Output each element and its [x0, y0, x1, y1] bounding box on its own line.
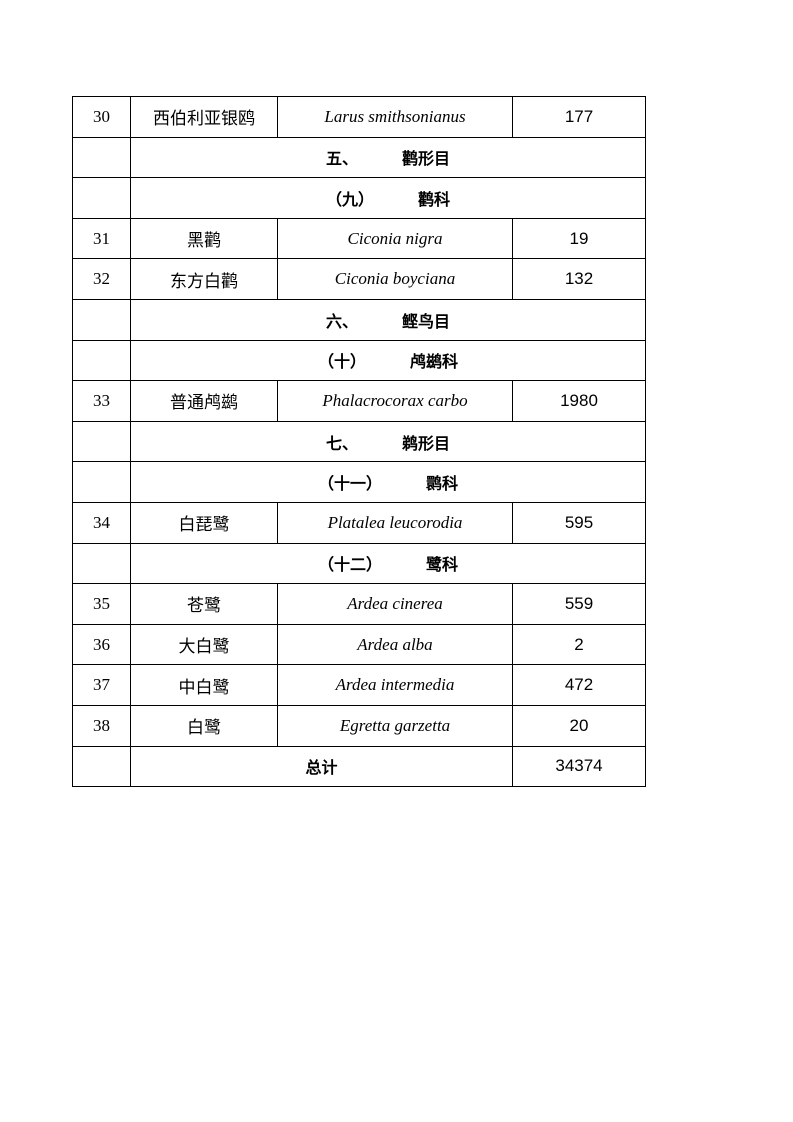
- species-row: 32 东方白鹳 Ciconia boyciana 132: [72, 258, 646, 300]
- scientific-name: Ardea intermedia: [277, 664, 513, 706]
- row-number: 36: [72, 623, 131, 666]
- row-number: 34: [72, 501, 131, 544]
- row-number-empty: [72, 298, 131, 341]
- count: 559: [512, 583, 646, 625]
- scientific-name: Ciconia nigra: [277, 217, 513, 260]
- count: 20: [512, 704, 646, 747]
- row-number: 35: [72, 583, 131, 625]
- taxon-rank: （十）: [317, 352, 366, 372]
- taxon-name: 鸬鹚科: [410, 352, 459, 372]
- scientific-name: Ardea cinerea: [277, 583, 513, 625]
- taxon-heading-row: （十） 鸬鹚科: [72, 339, 646, 382]
- taxon-name: 鲣鸟目: [402, 311, 451, 331]
- species-row: 33 普通鸬鹚 Phalacrocorax carbo 1980: [72, 380, 646, 422]
- row-number: 33: [72, 380, 131, 422]
- species-row: 36 大白鹭 Ardea alba 2: [72, 623, 646, 666]
- taxon-heading: 七、 鹈形目: [130, 420, 646, 463]
- chinese-name: 白琵鹭: [130, 501, 278, 544]
- taxon-rank: 六、: [325, 311, 358, 331]
- taxon-name: 鹭科: [426, 555, 459, 575]
- total-row: 总计 34374: [72, 745, 646, 788]
- scientific-name: Platalea leucorodia: [277, 501, 513, 544]
- species-row: 35 苍鹭 Ardea cinerea 559: [72, 583, 646, 625]
- species-row: 34 白琵鹭 Platalea leucorodia 595: [72, 501, 646, 544]
- chinese-name: 西伯利亚银鸥: [130, 96, 278, 138]
- taxon-heading: （十一） 鹮科: [130, 461, 646, 503]
- taxon-heading-row: 六、 鲣鸟目: [72, 298, 646, 341]
- taxon-rank: 七、: [325, 433, 358, 453]
- taxon-rank: 五、: [325, 149, 358, 169]
- taxon-heading: 六、 鲣鸟目: [130, 298, 646, 341]
- chinese-name: 苍鹭: [130, 583, 278, 625]
- taxon-heading: （十二） 鹭科: [130, 542, 646, 585]
- taxon-heading: （十） 鸬鹚科: [130, 339, 646, 382]
- chinese-name: 黑鹳: [130, 217, 278, 260]
- taxon-heading-row: （十二） 鹭科: [72, 542, 646, 585]
- taxon-name: 鹳形目: [402, 149, 451, 169]
- chinese-name: 东方白鹳: [130, 258, 278, 300]
- row-number: 31: [72, 217, 131, 260]
- count: 1980: [512, 380, 646, 422]
- scientific-name: Phalacrocorax carbo: [277, 380, 513, 422]
- bird-count-table: 30 西伯利亚银鸥 Larus smithsonianus 177 五、 鹳形目 （九） 鹳科…: [72, 96, 646, 788]
- taxon-heading-row: （九） 鹳科: [72, 177, 646, 219]
- row-number-empty: [72, 136, 131, 179]
- chinese-name: 大白鹭: [130, 623, 278, 666]
- row-number-empty: [72, 542, 131, 585]
- species-row: 31 黑鹳 Ciconia nigra 19: [72, 217, 646, 260]
- row-number-empty: [72, 745, 131, 788]
- total-count: 34374: [512, 745, 646, 788]
- row-number: 38: [72, 704, 131, 747]
- chinese-name: 白鹭: [130, 704, 278, 747]
- count: 132: [512, 258, 646, 300]
- chinese-name: 普通鸬鹚: [130, 380, 278, 422]
- row-number-empty: [72, 461, 131, 503]
- scientific-name: Larus smithsonianus: [277, 96, 513, 138]
- row-number-empty: [72, 339, 131, 382]
- taxon-heading-row: 七、 鹈形目: [72, 420, 646, 463]
- taxon-rank: （十二）: [317, 555, 382, 575]
- taxon-heading-row: 五、 鹳形目: [72, 136, 646, 179]
- species-row: 30 西伯利亚银鸥 Larus smithsonianus 177: [72, 96, 646, 138]
- chinese-name: 中白鹭: [130, 664, 278, 706]
- count: 2: [512, 623, 646, 666]
- taxon-heading: （九） 鹳科: [130, 177, 646, 219]
- species-row: 38 白鹭 Egretta garzetta 20: [72, 704, 646, 747]
- row-number-empty: [72, 420, 131, 463]
- scientific-name: Ciconia boyciana: [277, 258, 513, 300]
- taxon-name: 鹈形目: [402, 433, 451, 453]
- taxon-heading-row: （十一） 鹮科: [72, 461, 646, 503]
- total-label: 总计: [130, 745, 513, 788]
- count: 177: [512, 96, 646, 138]
- count: 472: [512, 664, 646, 706]
- row-number: 32: [72, 258, 131, 300]
- scientific-name: Egretta garzetta: [277, 704, 513, 747]
- row-number: 37: [72, 664, 131, 706]
- count: 595: [512, 501, 646, 544]
- taxon-rank: （十一）: [317, 474, 382, 494]
- taxon-heading: 五、 鹳形目: [130, 136, 646, 179]
- species-row: 37 中白鹭 Ardea intermedia 472: [72, 664, 646, 706]
- count: 19: [512, 217, 646, 260]
- scientific-name: Ardea alba: [277, 623, 513, 666]
- taxon-rank: （九）: [325, 189, 374, 209]
- row-number: 30: [72, 96, 131, 138]
- taxon-name: 鹳科: [418, 189, 451, 209]
- taxon-name: 鹮科: [426, 474, 459, 494]
- row-number-empty: [72, 177, 131, 219]
